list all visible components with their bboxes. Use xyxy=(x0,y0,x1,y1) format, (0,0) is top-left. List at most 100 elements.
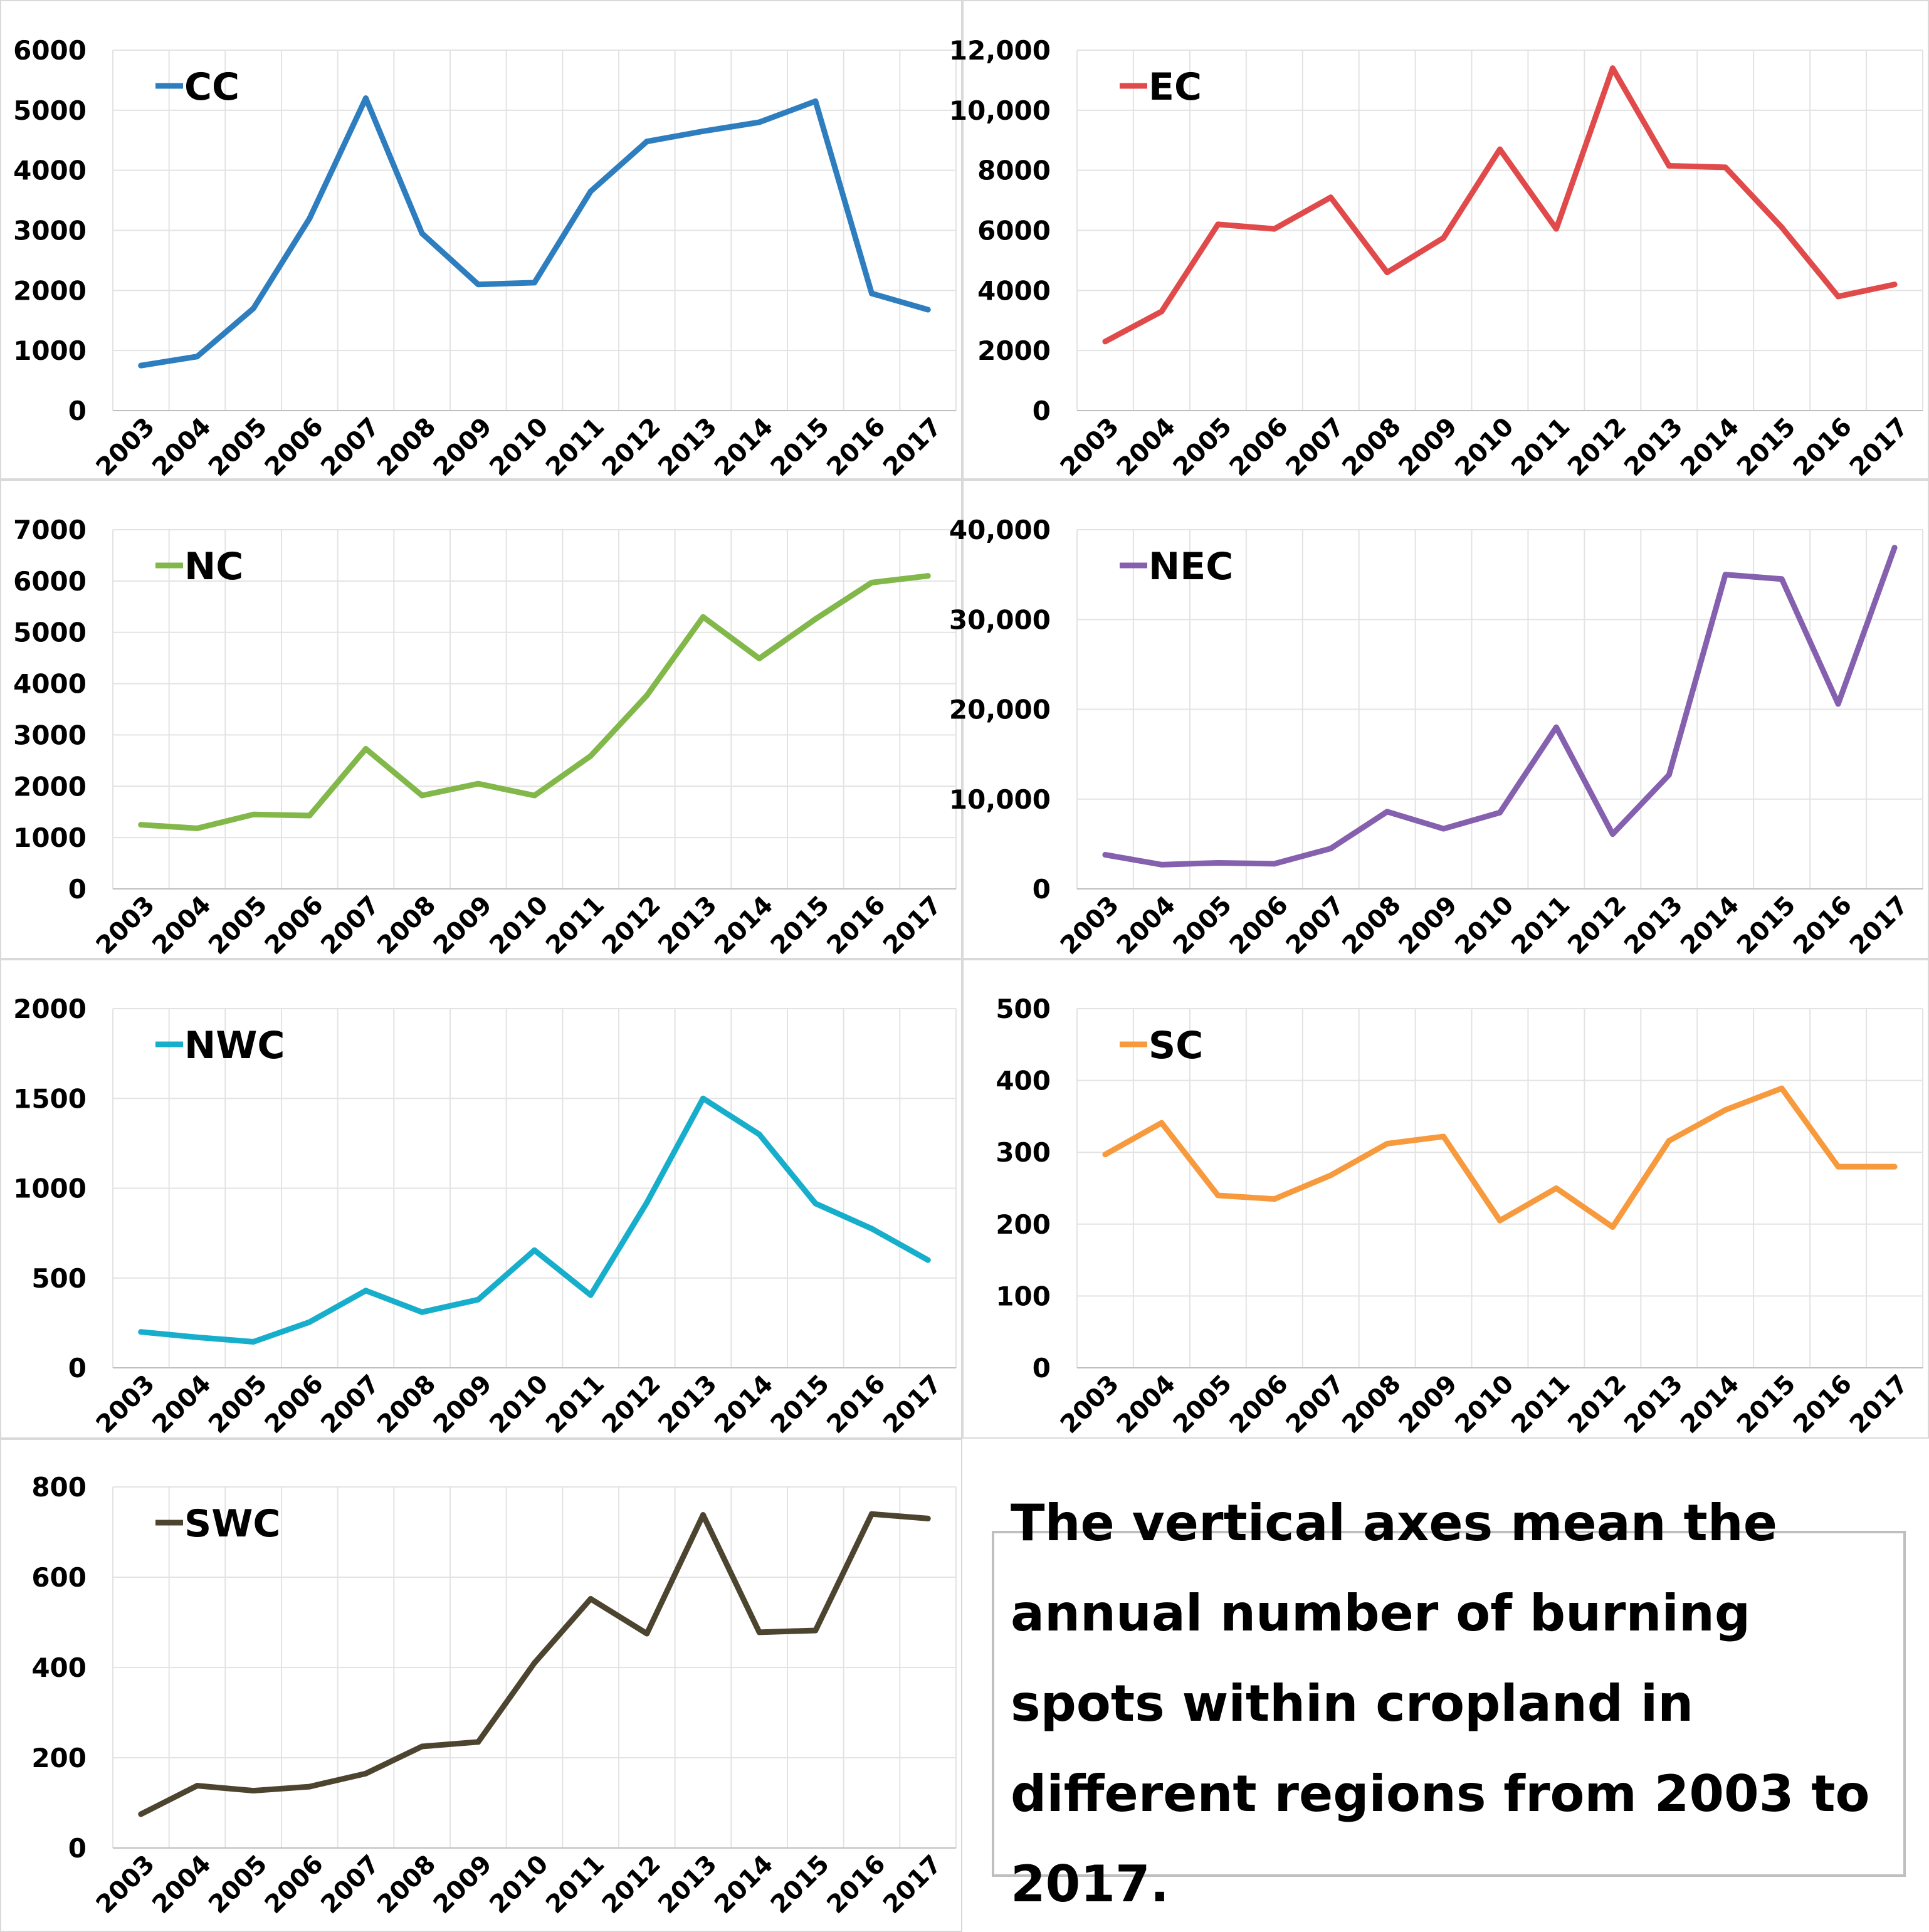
legend-label: NEC xyxy=(1148,545,1233,589)
series-line-nc xyxy=(138,573,931,831)
data-point xyxy=(700,128,706,134)
x-tick-label: 2007 xyxy=(1281,412,1350,482)
x-tick-label: 2016 xyxy=(821,891,891,960)
data-point xyxy=(1159,861,1165,868)
data-point xyxy=(250,305,256,312)
legend-label: CC xyxy=(184,65,239,109)
x-tick-label: 2010 xyxy=(484,1370,554,1439)
data-point xyxy=(1384,809,1390,815)
y-tick-label: 4000 xyxy=(977,275,1051,306)
x-tick-label: 2010 xyxy=(484,1850,554,1919)
data-point xyxy=(194,1783,200,1789)
legend-label: SWC xyxy=(184,1502,280,1546)
series-line-sc xyxy=(1102,1085,1898,1230)
x-tick-label: 2003 xyxy=(91,891,160,960)
y-tick-label: 400 xyxy=(996,1066,1051,1096)
x-tick-label: 2005 xyxy=(203,891,273,960)
y-tick-label: 0 xyxy=(68,396,87,426)
x-tick-label: 2005 xyxy=(1168,891,1238,960)
data-point xyxy=(307,812,313,819)
x-tick-label: 2011 xyxy=(540,891,610,960)
y-tick-label: 500 xyxy=(31,1263,87,1294)
x-tick-label: 2009 xyxy=(428,891,498,960)
data-point xyxy=(363,746,369,752)
legend-label: SC xyxy=(1148,1024,1203,1068)
x-tick-label: 2015 xyxy=(1732,891,1801,960)
x-tick-label: 2008 xyxy=(1337,1370,1406,1439)
y-tick-label: 3000 xyxy=(13,720,87,750)
data-point xyxy=(587,1596,594,1602)
data-point xyxy=(1779,1085,1785,1091)
y-tick-label: 300 xyxy=(996,1137,1051,1168)
data-point xyxy=(756,655,762,661)
data-point xyxy=(1666,1138,1672,1144)
x-tick-label: 2006 xyxy=(260,1850,329,1919)
data-point xyxy=(532,1660,537,1666)
data-point xyxy=(1891,281,1898,288)
x-tick-label: 2016 xyxy=(1788,891,1858,960)
x-tick-label: 2012 xyxy=(597,891,666,960)
data-point xyxy=(194,825,200,831)
data-point xyxy=(1159,1120,1165,1126)
data-point xyxy=(1666,162,1672,169)
data-point xyxy=(475,281,481,288)
data-point xyxy=(1722,1107,1728,1113)
x-tick-label: 2007 xyxy=(315,1370,385,1439)
data-point xyxy=(1553,1185,1559,1191)
x-tick-label: 2003 xyxy=(91,412,160,482)
data-point xyxy=(1384,270,1390,276)
data-point xyxy=(419,230,425,236)
x-tick-label: 2012 xyxy=(1562,1370,1632,1439)
y-tick-label: 4000 xyxy=(13,155,87,186)
x-tick-label: 2011 xyxy=(540,1370,610,1439)
data-point xyxy=(925,573,931,579)
y-tick-label: 2000 xyxy=(13,771,87,802)
chart-ec: 0200040006000800010,00012,00020032004200… xyxy=(949,0,1929,482)
data-point xyxy=(812,1200,819,1207)
data-point xyxy=(532,1247,537,1253)
y-tick-label: 40,000 xyxy=(949,515,1051,545)
x-tick-label: 2005 xyxy=(1168,412,1238,482)
x-tick-label: 2016 xyxy=(821,1850,891,1919)
data-point xyxy=(869,579,875,585)
data-point xyxy=(1609,1224,1616,1230)
y-tick-label: 20,000 xyxy=(949,695,1051,725)
data-point xyxy=(644,139,650,145)
y-tick-label: 400 xyxy=(31,1652,87,1683)
y-tick-label: 30,000 xyxy=(949,604,1051,635)
data-point xyxy=(1497,146,1503,152)
data-point xyxy=(1102,852,1108,858)
data-point xyxy=(1328,1172,1334,1179)
y-tick-label: 2000 xyxy=(13,994,87,1024)
y-tick-label: 500 xyxy=(996,994,1051,1024)
data-point xyxy=(644,692,650,698)
x-tick-label: 2011 xyxy=(1506,1370,1575,1439)
y-tick-label: 6000 xyxy=(13,566,87,597)
x-tick-label: 2014 xyxy=(709,412,779,482)
x-tick-label: 2016 xyxy=(1788,1370,1858,1439)
x-tick-label: 2013 xyxy=(653,891,722,960)
caption-box: The vertical axes mean the annual number… xyxy=(992,1494,1906,1913)
x-tick-label: 2006 xyxy=(260,891,329,960)
data-point xyxy=(1835,701,1841,707)
y-tick-label: 0 xyxy=(68,874,87,905)
x-tick-label: 2010 xyxy=(484,891,554,960)
x-tick-label: 2007 xyxy=(315,891,385,960)
y-tick-label: 200 xyxy=(996,1209,1051,1240)
data-point xyxy=(587,1292,594,1298)
data-point xyxy=(419,1743,425,1750)
x-tick-label: 2005 xyxy=(203,1850,273,1919)
data-point xyxy=(194,1334,200,1340)
x-tick-label: 2017 xyxy=(1844,1370,1914,1439)
data-point xyxy=(1835,293,1841,300)
data-point xyxy=(307,215,313,221)
x-tick-label: 2003 xyxy=(1055,891,1125,960)
x-tick-label: 2003 xyxy=(1055,1370,1125,1439)
y-tick-label: 5000 xyxy=(13,95,87,126)
data-point xyxy=(250,811,256,817)
y-tick-label: 1000 xyxy=(13,822,87,853)
x-tick-label: 2007 xyxy=(1281,1370,1350,1439)
x-tick-label: 2013 xyxy=(1619,1370,1688,1439)
panel-border xyxy=(962,480,1929,959)
data-point xyxy=(1497,809,1503,816)
